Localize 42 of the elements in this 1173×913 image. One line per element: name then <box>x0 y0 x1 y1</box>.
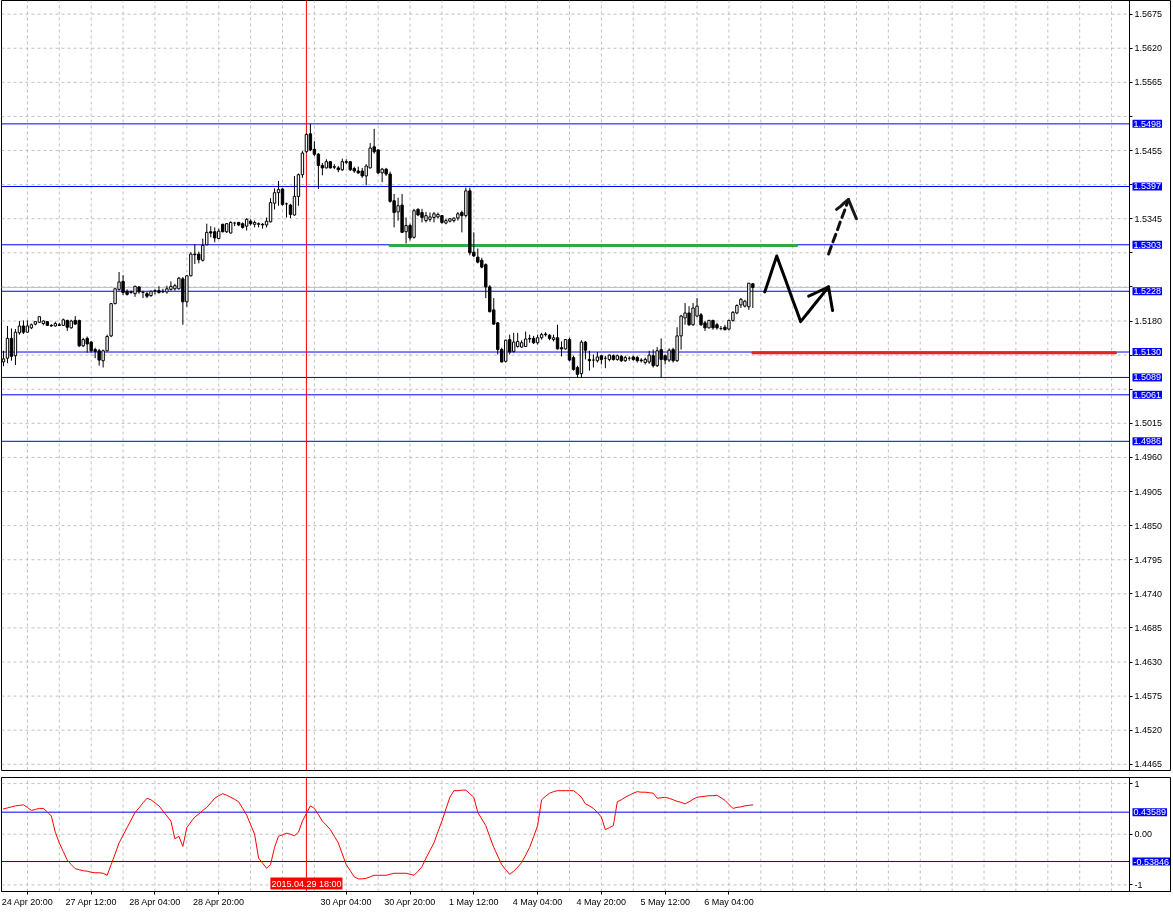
y-tick-label: 1.5180 <box>1134 316 1163 327</box>
y-tick-label: 1.4465 <box>1134 759 1163 770</box>
y-tick-label: 1.5015 <box>1134 418 1163 429</box>
x-tick-label: 4 May 04:00 <box>512 896 563 907</box>
x-tick-label: 4 May 20:00 <box>576 896 627 907</box>
y-tick-label: 1.4520 <box>1134 725 1163 736</box>
ref-line-label: 1.5061 <box>1133 389 1162 400</box>
y-tick-label: 1 <box>1134 778 1140 789</box>
x-tick-label: 27 Apr 12:00 <box>65 896 117 907</box>
y-tick-label: 0.00 <box>1134 829 1153 840</box>
y-tick-label: -1 <box>1134 879 1143 890</box>
ref-line-label: 1.4986 <box>1133 436 1162 447</box>
ref-line-label: 1.5228 <box>1133 286 1162 297</box>
y-tick-label: 1.4850 <box>1134 520 1163 531</box>
ref-line-label: 1.5130 <box>1133 347 1162 358</box>
x-tick-label: 24 Apr 20:00 <box>1 896 53 907</box>
y-tick-label: 1.4685 <box>1134 622 1163 633</box>
ref-line-label: 1.5397 <box>1133 181 1162 192</box>
y-tick-label: 1.4960 <box>1134 452 1163 463</box>
y-tick-label: 1.4575 <box>1134 691 1163 702</box>
x-tick-label: 28 Apr 20:00 <box>192 896 245 907</box>
y-tick-label: 1.5675 <box>1134 9 1163 20</box>
x-tick-label: 1 May 12:00 <box>449 896 499 907</box>
ref-line-label: 1.5498 <box>1133 118 1162 129</box>
y-tick-label: 1.5455 <box>1134 145 1163 156</box>
x-tick-label: 2015.04.29 18:00 <box>271 878 342 889</box>
y-tick-label: 1.5565 <box>1134 77 1163 88</box>
x-tick-label: 28 Apr 04:00 <box>129 896 181 907</box>
y-tick-label: 1.4630 <box>1134 657 1163 668</box>
x-tick-label: 5 May 12:00 <box>640 896 690 907</box>
ref-line-label: -0.53846 <box>1133 856 1170 867</box>
ref-line-label: 0.43589 <box>1133 807 1167 818</box>
y-tick-label: 1.4795 <box>1134 554 1163 565</box>
x-tick-label: 6 May 04:00 <box>704 896 754 907</box>
y-tick-label: 1.5620 <box>1134 43 1163 54</box>
ref-line-label: 1.5303 <box>1133 239 1162 250</box>
x-tick-label: 30 Apr 20:00 <box>384 896 436 907</box>
x-tick-label: 30 Apr 04:00 <box>320 896 372 907</box>
y-tick-label: 1.5345 <box>1134 213 1163 224</box>
y-tick-label: 1.4905 <box>1134 486 1163 497</box>
y-tick-label: 1.4740 <box>1134 588 1163 599</box>
ref-line-label: 1.5089 <box>1133 372 1162 383</box>
